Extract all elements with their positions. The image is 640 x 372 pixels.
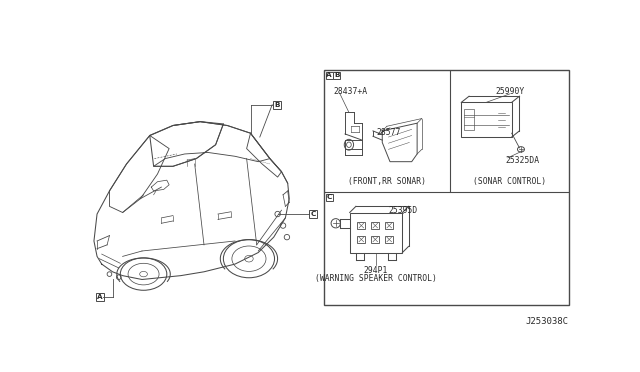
Text: (SONAR CONTROL): (SONAR CONTROL) [473, 177, 547, 186]
Text: J253038C: J253038C [525, 317, 568, 326]
Text: 28437+A: 28437+A [333, 87, 367, 96]
Bar [326, 194, 333, 201]
Text: C: C [310, 211, 316, 217]
Text: 25990Y: 25990Y [495, 87, 524, 96]
Bar [385, 222, 393, 230]
Bar [385, 235, 393, 243]
Text: 28577: 28577 [377, 128, 401, 137]
Text: A: A [97, 294, 103, 300]
Bar [358, 235, 365, 243]
Text: 25325DA: 25325DA [506, 156, 540, 165]
Text: 294P1: 294P1 [364, 266, 388, 275]
Bar [371, 222, 379, 230]
Bar [358, 222, 365, 230]
Bar [326, 71, 333, 78]
Bar [371, 235, 379, 243]
Bar [273, 101, 281, 109]
Text: (WARNING SPEAKER CONTROL): (WARNING SPEAKER CONTROL) [315, 274, 437, 283]
Bar [96, 294, 104, 301]
Bar [461, 102, 511, 137]
Text: (FRONT,RR SONAR): (FRONT,RR SONAR) [348, 177, 426, 186]
Bar [333, 71, 340, 78]
Text: C: C [326, 195, 332, 201]
Text: B: B [334, 72, 340, 78]
Bar [324, 70, 569, 305]
Bar [463, 109, 474, 130]
Bar [309, 210, 317, 218]
Text: A: A [326, 72, 332, 78]
Text: 25395D: 25395D [388, 206, 417, 215]
Text: B: B [274, 102, 280, 108]
Bar [349, 212, 403, 253]
